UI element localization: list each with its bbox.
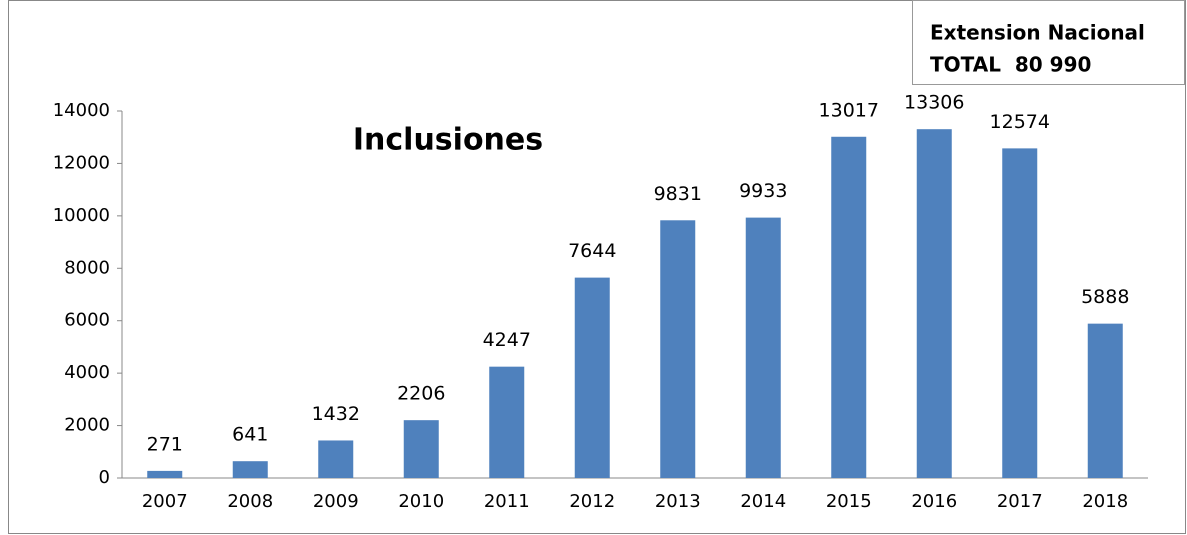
chart-title: Inclusiones bbox=[353, 123, 543, 158]
bar bbox=[660, 220, 696, 478]
x-tick-label: 2007 bbox=[142, 491, 188, 512]
annotation-line: TOTAL 80 990 bbox=[930, 53, 1091, 77]
value-label: 12574 bbox=[990, 111, 1050, 133]
value-label: 641 bbox=[232, 424, 268, 446]
x-tick-label: 2008 bbox=[227, 491, 273, 512]
bar bbox=[1002, 148, 1038, 478]
value-label: 4247 bbox=[483, 329, 531, 351]
y-tick-label: 6000 bbox=[64, 310, 110, 331]
bar bbox=[147, 470, 183, 478]
y-tick-label: 14000 bbox=[53, 100, 110, 121]
x-tick-label: 2011 bbox=[484, 491, 530, 512]
bar bbox=[232, 461, 268, 478]
bar bbox=[489, 366, 525, 478]
x-tick-label: 2010 bbox=[398, 491, 444, 512]
x-tick-label: 2014 bbox=[740, 491, 786, 512]
y-tick-label: 2000 bbox=[64, 415, 110, 436]
bar bbox=[318, 440, 354, 478]
value-label: 13306 bbox=[904, 92, 964, 114]
bar bbox=[916, 129, 952, 478]
value-label: 1432 bbox=[312, 403, 360, 425]
value-label: 7644 bbox=[568, 240, 616, 262]
x-tick-label: 2013 bbox=[655, 491, 701, 512]
value-label: 13017 bbox=[819, 99, 879, 121]
y-tick-label: 10000 bbox=[53, 205, 110, 226]
x-tick-label: 2018 bbox=[1082, 491, 1128, 512]
x-tick-label: 2016 bbox=[911, 491, 957, 512]
value-label: 9831 bbox=[654, 183, 702, 205]
value-label: 271 bbox=[147, 433, 183, 455]
x-tick-label: 2009 bbox=[313, 491, 359, 512]
x-tick-label: 2012 bbox=[569, 491, 615, 512]
bar bbox=[1087, 323, 1123, 478]
y-tick-label: 12000 bbox=[53, 152, 110, 173]
bar bbox=[745, 217, 781, 478]
annotation-line: Extension Nacional bbox=[930, 21, 1145, 45]
y-tick-label: 4000 bbox=[64, 362, 110, 383]
x-tick-label: 2015 bbox=[826, 491, 872, 512]
annotation-box bbox=[912, 0, 1185, 85]
bar bbox=[403, 420, 439, 478]
bar bbox=[831, 136, 867, 478]
value-label: 2206 bbox=[397, 383, 445, 405]
y-tick-label: 8000 bbox=[64, 257, 110, 278]
x-tick-label: 2017 bbox=[997, 491, 1043, 512]
y-tick-label: 0 bbox=[99, 467, 110, 488]
value-label: 9933 bbox=[739, 180, 787, 202]
bar bbox=[574, 277, 610, 478]
value-label: 5888 bbox=[1081, 286, 1129, 308]
